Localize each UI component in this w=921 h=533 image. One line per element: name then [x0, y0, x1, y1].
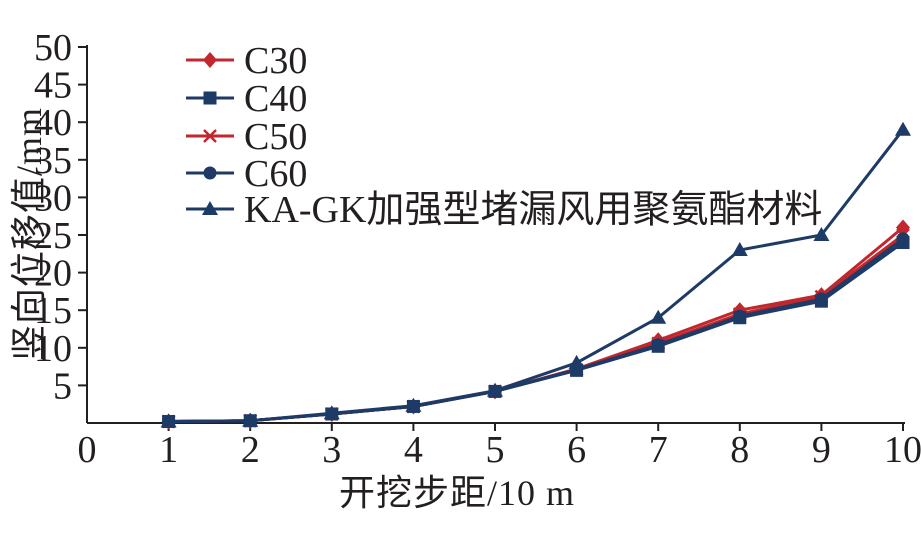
- y-tick-label: 10: [34, 328, 72, 370]
- circle-marker-icon: [733, 309, 747, 323]
- series-line: [168, 237, 904, 423]
- triangle-marker-icon: [895, 121, 911, 136]
- triangle-marker-icon: [650, 309, 667, 324]
- y-axis-title: 竖向位移值/mm: [9, 106, 49, 362]
- triangle-marker-icon: [242, 412, 259, 427]
- triangle-marker-icon: [813, 227, 830, 241]
- x-tick-label: 4: [404, 429, 423, 471]
- series-line: [168, 233, 904, 423]
- x-tick-label: 1: [159, 429, 178, 471]
- circle-marker-icon: [814, 292, 828, 306]
- legend-label: C60: [244, 153, 307, 195]
- circle-marker-icon: [896, 232, 910, 246]
- triangle-marker-icon: [487, 382, 503, 397]
- x-tick-label: 0: [78, 429, 97, 471]
- x-tick-label: 2: [241, 429, 260, 471]
- y-tick-label: 15: [34, 290, 72, 332]
- triangle-marker-icon: [405, 397, 422, 412]
- x-marker-icon: [203, 129, 217, 143]
- legend-entry: C60: [186, 153, 307, 195]
- legend-entry: C30: [186, 40, 307, 82]
- triangle-marker-icon: [731, 242, 748, 257]
- legend-label: KA-GK加强型堵漏风用聚氨酯材料: [244, 189, 822, 231]
- series-line: [168, 226, 904, 423]
- data-series: [160, 121, 911, 430]
- y-tick-label: 40: [34, 102, 72, 144]
- x-tick-label: 5: [486, 429, 505, 471]
- series-C30: [161, 219, 910, 430]
- diamond-marker-icon: [203, 52, 217, 68]
- triangle-marker-icon: [202, 201, 218, 215]
- x-tick-label: 10: [884, 429, 921, 471]
- x-tick-label: 9: [812, 429, 831, 471]
- x-tick-label: 3: [322, 429, 341, 471]
- y-tick-label: 50: [34, 27, 72, 69]
- legend-label: C40: [244, 78, 307, 120]
- square-marker-icon: [203, 91, 217, 105]
- circle-marker-icon: [203, 166, 217, 180]
- legend-label: C50: [244, 116, 307, 158]
- x-tick-label: 8: [730, 429, 749, 471]
- y-tick-label: 5: [53, 365, 72, 407]
- legend-entry: KA-GK加强型堵漏风用聚氨酯材料: [186, 189, 822, 231]
- x-axis-title: 开挖步距/10 m: [338, 473, 575, 513]
- y-tick-label: 30: [34, 177, 72, 219]
- legend-entry: C40: [186, 78, 307, 120]
- series-C50: [161, 228, 910, 429]
- x-tick-label: 6: [567, 429, 586, 471]
- legend-entry: C50: [186, 116, 307, 158]
- series-C40: [162, 236, 910, 428]
- y-tick-label: 45: [34, 65, 72, 107]
- series-C60: [162, 232, 910, 428]
- triangle-marker-icon: [568, 354, 585, 369]
- y-tick-label: 35: [34, 140, 72, 182]
- x-tick-label: 7: [649, 429, 668, 471]
- y-tick-label: 20: [34, 253, 72, 295]
- series-line: [168, 128, 905, 423]
- triangle-marker-icon: [160, 413, 177, 428]
- axes: [78, 45, 905, 431]
- series-line: [168, 241, 904, 423]
- legend-label: C30: [244, 40, 307, 82]
- triangle-marker-icon: [323, 405, 340, 420]
- y-tick-label: 25: [34, 215, 72, 257]
- circle-marker-icon: [651, 338, 665, 352]
- series-KA-GK加强型堵漏风用聚氨酯材料: [160, 121, 911, 428]
